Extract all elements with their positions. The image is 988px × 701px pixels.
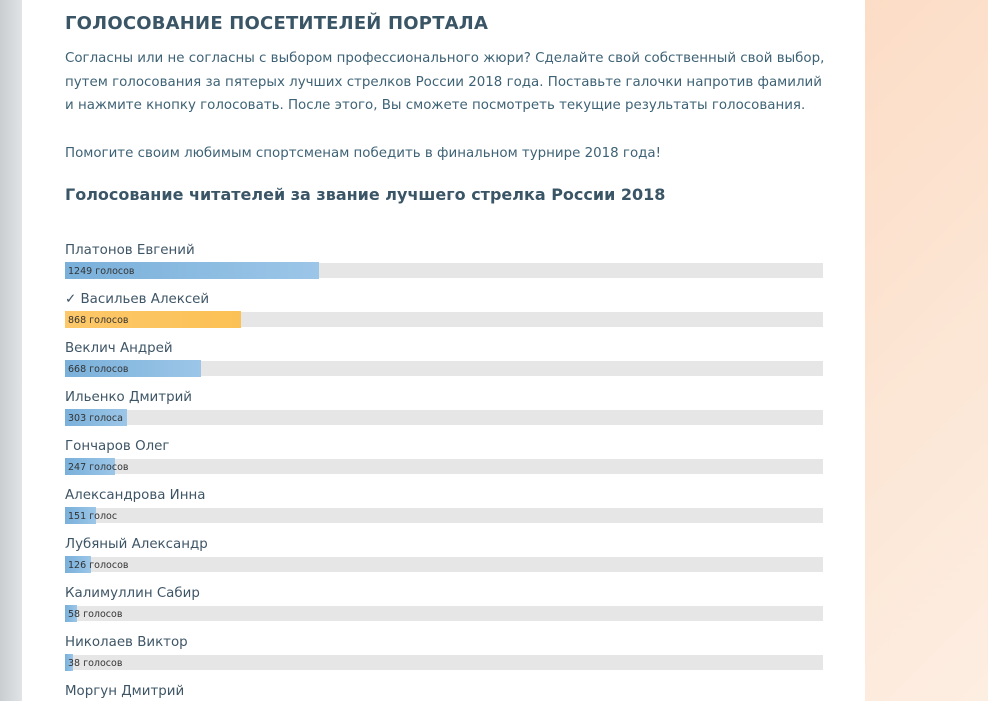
vote-label: 1249 голосов	[68, 266, 135, 277]
bar-track: 868 голосов	[65, 311, 823, 328]
bar-track: 1249 голосов	[65, 262, 823, 279]
bar-track: 668 голосов	[65, 360, 823, 377]
vote-bar	[65, 458, 116, 475]
candidate-name: Калимуллин Сабир	[65, 586, 200, 601]
vote-label: 247 голосов	[68, 462, 129, 473]
check-icon: ✓	[65, 292, 81, 307]
bar-track: 38 голосов	[65, 654, 823, 671]
candidate-name-text: Александрова Инна	[65, 488, 206, 503]
poll-item: Калимуллин Сабир 58 голосов	[65, 586, 823, 634]
candidate-name-text: Платонов Евгений	[65, 243, 195, 258]
bar-track: 126 голосов	[65, 556, 823, 573]
poll-item: Николаев Виктор 38 голосов	[65, 635, 823, 683]
poll-item: Лубяный Александр 126 голосов	[65, 537, 823, 585]
side-strip	[0, 0, 22, 701]
candidate-name-text: Николаев Виктор	[65, 635, 188, 650]
candidate-name-text: Гончаров Олег	[65, 439, 170, 454]
poll-item: Веклич Андрей 668 голосов	[65, 341, 823, 389]
poll-item: Моргун Дмитрий24 голоса	[65, 684, 823, 701]
candidate-name: Николаев Виктор	[65, 635, 188, 650]
candidate-name: Лубяный Александр	[65, 537, 208, 552]
vote-bar	[65, 360, 201, 377]
vote-bar	[65, 262, 319, 279]
bar-track: 247 голосов	[65, 458, 823, 475]
content: ГОЛОСОВАНИЕ ПОСЕТИТЕЛЕЙ ПОРТАЛА Согласны…	[22, 0, 865, 701]
bar-track: 151 голос	[65, 507, 823, 524]
vote-bar	[65, 409, 127, 426]
poll-title: Голосование читателей за звание лучшего …	[65, 185, 666, 204]
poll-item: Ильенко Дмитрий 303 голоса	[65, 390, 823, 438]
candidate-name-text: Веклич Андрей	[65, 341, 173, 356]
vote-label: 668 голосов	[68, 364, 129, 375]
candidate-name-text: Ильенко Дмитрий	[65, 390, 192, 405]
vote-label: 126 голосов	[68, 560, 129, 571]
candidate-name: Ильенко Дмитрий	[65, 390, 192, 405]
candidate-name: Моргун Дмитрий	[65, 684, 184, 699]
candidate-name: Гончаров Олег	[65, 439, 169, 454]
page-title: ГОЛОСОВАНИЕ ПОСЕТИТЕЛЕЙ ПОРТАЛА	[65, 13, 489, 34]
vote-label: 151 голос	[68, 511, 118, 522]
vote-bar	[65, 654, 73, 671]
candidate-name-text: Моргун Дмитрий	[65, 684, 185, 699]
vote-label: 58 голосов	[68, 609, 123, 620]
intro-text: Согласны или не согласны с выбором профе…	[65, 51, 825, 113]
poll-item: ✓ Васильев Алексей 868 голосов	[65, 292, 823, 340]
vote-label: 38 голосов	[68, 658, 123, 669]
candidate-name: ✓ Васильев Алексей	[65, 292, 209, 307]
bar-track: 303 голоса	[65, 409, 823, 426]
candidate-name-text: Васильев Алексей	[80, 292, 210, 307]
vote-bar	[65, 605, 77, 622]
vote-bar	[65, 507, 96, 524]
vote-label: 303 голоса	[68, 413, 123, 424]
poll-item: Гончаров Олег 247 голосов	[65, 439, 823, 487]
candidate-name: Александрова Инна	[65, 488, 205, 503]
candidate-name: Платонов Евгений	[65, 243, 195, 258]
candidate-name-text: Калимуллин Сабир	[65, 586, 200, 601]
vote-label: 868 голосов	[68, 315, 129, 326]
candidate-name: Веклич Андрей	[65, 341, 173, 356]
poll-item: Александрова Инна 151 голос	[65, 488, 823, 536]
poll-item: Платонов Евгений 1249 голосов	[65, 243, 823, 291]
vote-bar	[65, 311, 242, 328]
intro-text: Помогите своим любимым спортсменам побед…	[65, 146, 661, 161]
bar-track: 58 голосов	[65, 605, 823, 622]
candidate-name-text: Лубяный Александр	[65, 537, 208, 552]
vote-bar	[65, 556, 91, 573]
